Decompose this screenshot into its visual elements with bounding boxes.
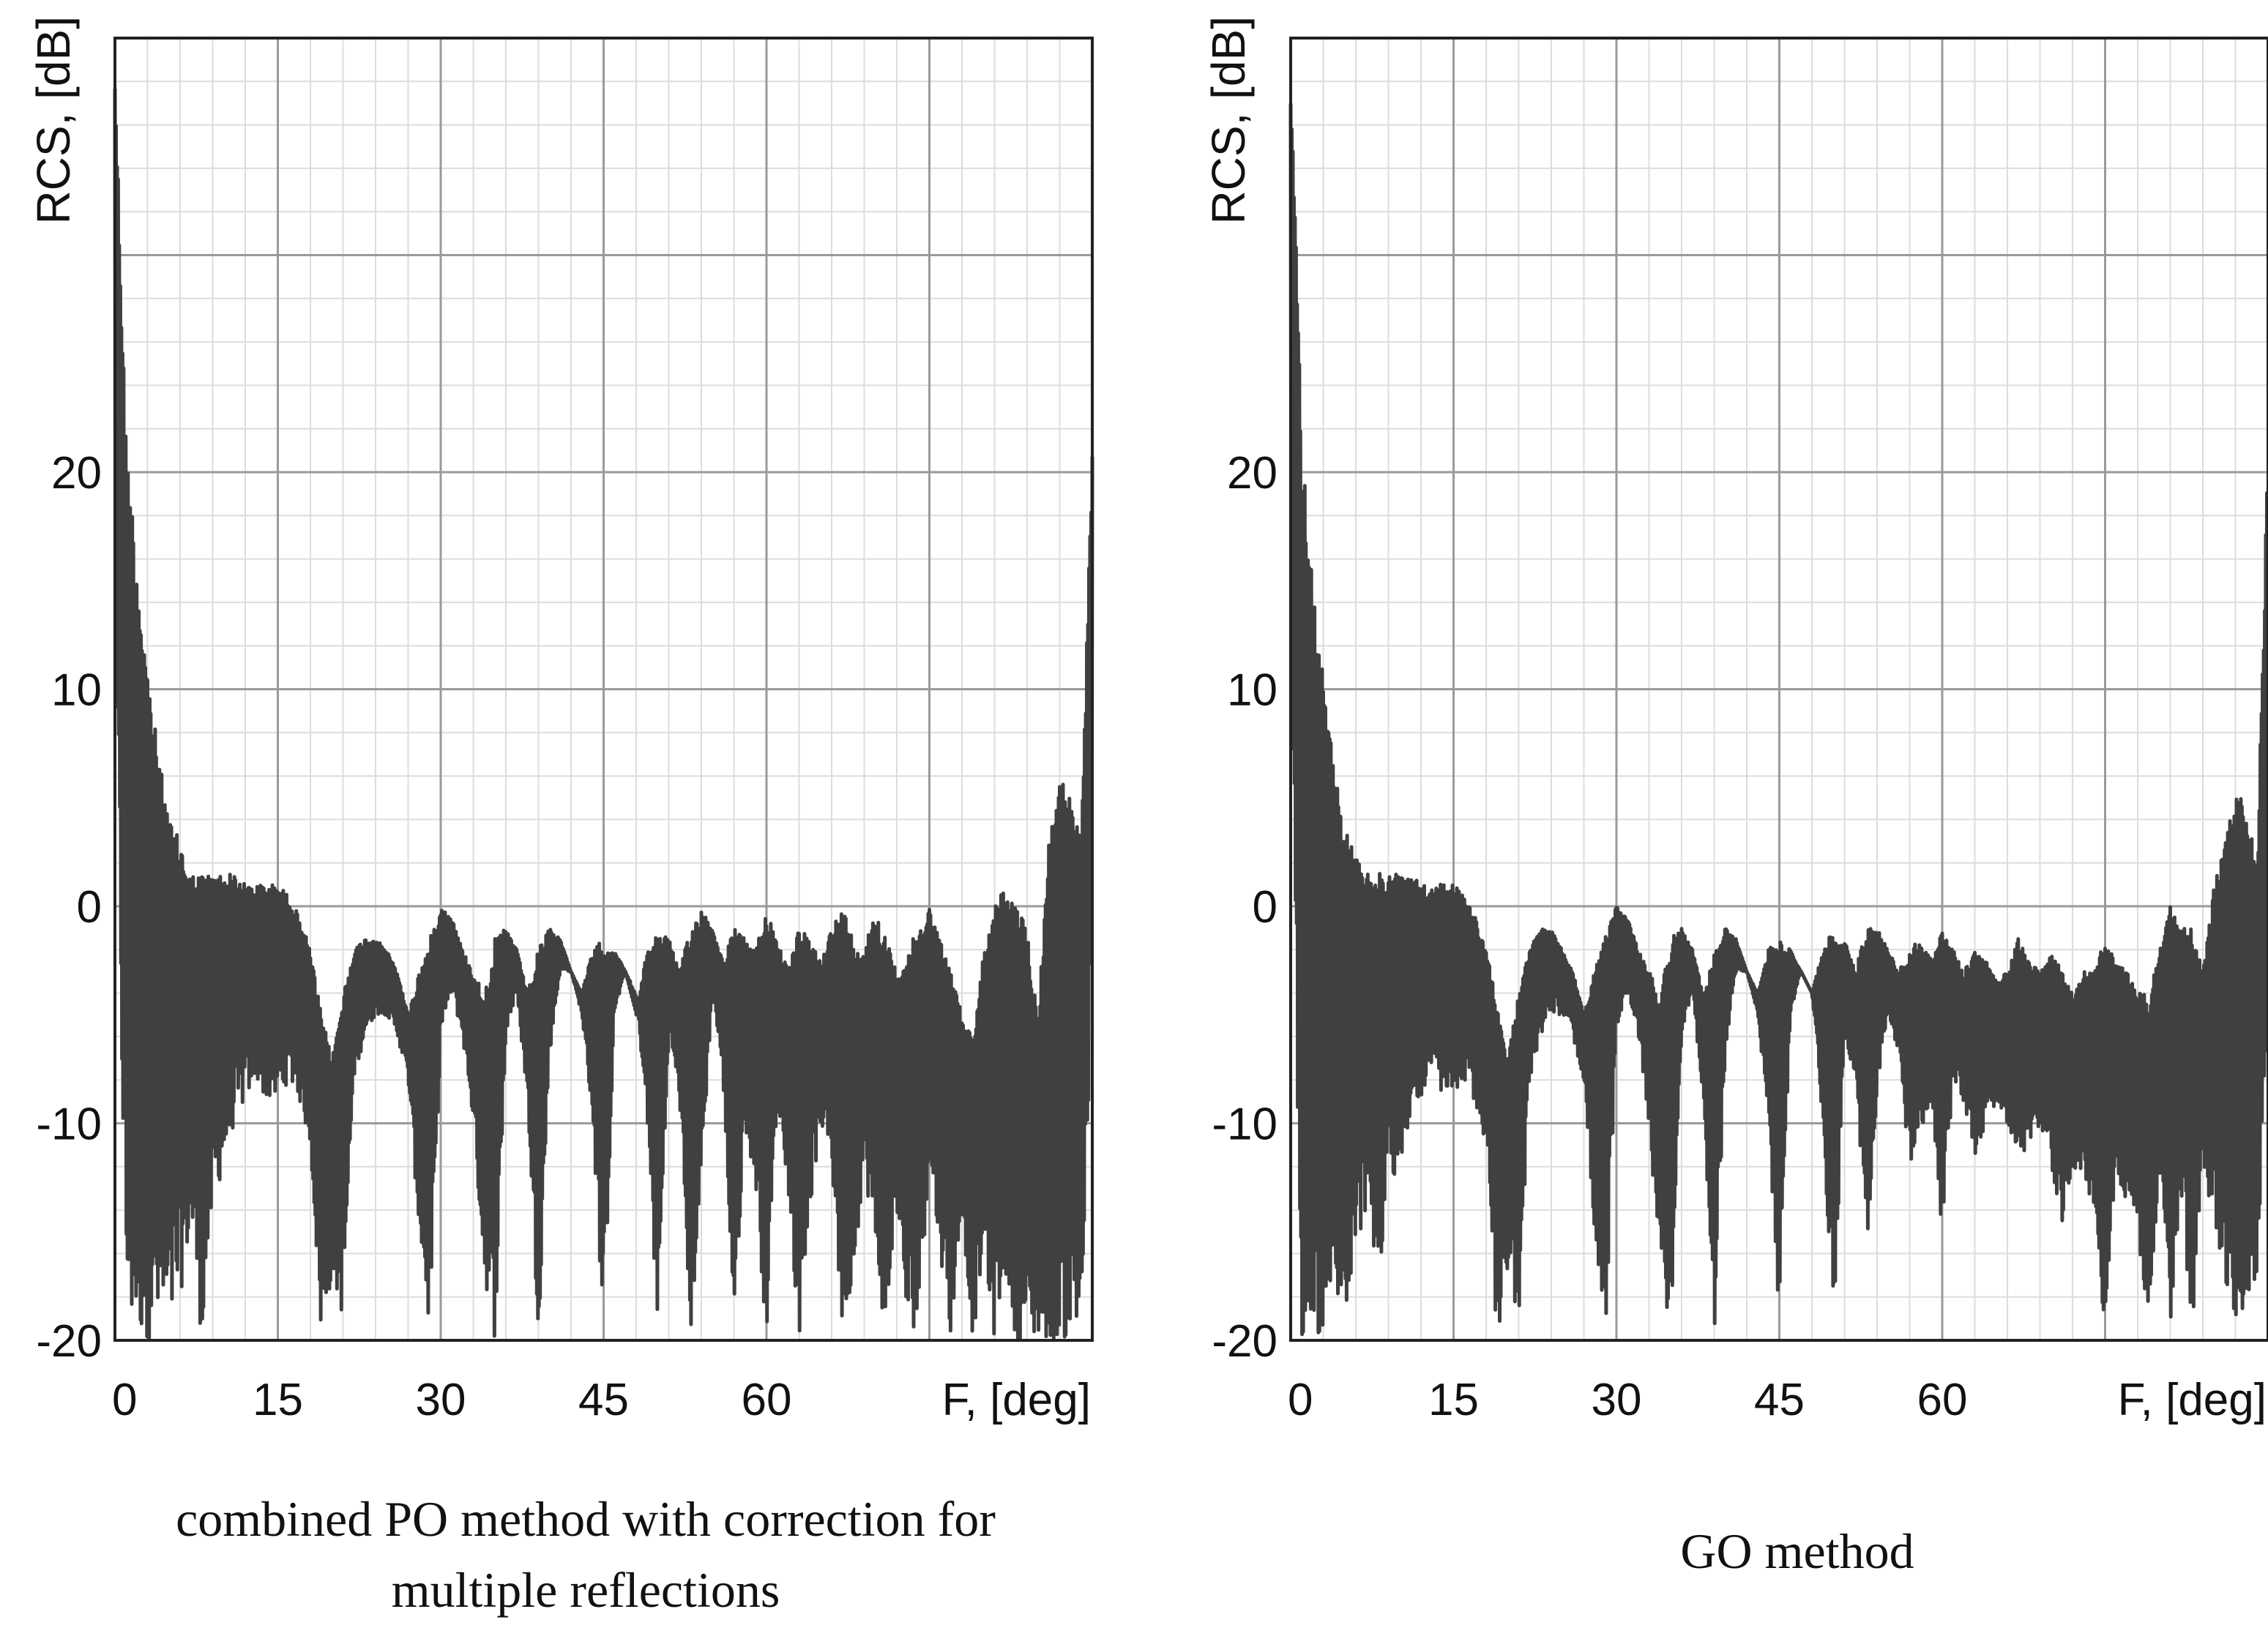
left-y-tick-label: 10: [51, 665, 102, 716]
right-data-series: [1288, 103, 2268, 1337]
right-plot-frame: [1289, 37, 2268, 1342]
right-y-tick-label: -10: [1212, 1099, 1277, 1150]
right-caption-line-1: GO method: [1680, 1523, 1914, 1579]
left-chart-panel: 20 10 0 -10 -20 0 15 30 45 60 RCS, [dB] F, [deg]…: [27, 16, 1094, 1618]
right-x-axis-label: F, [deg]: [2118, 1375, 2267, 1425]
left-x-tick-label: 30: [416, 1375, 466, 1425]
left-y-tick-label: 20: [51, 448, 102, 499]
left-plot-frame: [113, 37, 1094, 1342]
left-x-tick-label: 45: [578, 1375, 629, 1425]
left-y-tick-label: -10: [36, 1099, 102, 1150]
right-x-tick-label: 60: [1917, 1375, 1968, 1425]
right-y-tick-label: -20: [1212, 1316, 1277, 1367]
left-x-tick-label: 60: [742, 1375, 792, 1425]
left-data-series: [113, 88, 1094, 1343]
right-x-tick-label: 0: [1288, 1375, 1313, 1425]
right-y-tick-label: 0: [1253, 882, 1277, 933]
left-caption-line-1: combined PO method with correction for: [176, 1491, 996, 1547]
right-x-tick-labels: 0 15 30 45 60: [1288, 1375, 1967, 1425]
right-x-tick-label: 45: [1754, 1375, 1805, 1425]
right-y-tick-label: 10: [1227, 665, 1277, 716]
left-rcs-series-line: [113, 88, 1094, 1343]
left-y-tick-label: 0: [77, 882, 102, 933]
left-y-tick-label: -20: [36, 1316, 102, 1367]
left-x-axis-label: F, [deg]: [942, 1375, 1091, 1425]
left-x-tick-labels: 0 15 30 45 60: [112, 1375, 791, 1425]
right-y-tick-labels: 20 10 0 -10 -20: [1212, 448, 1277, 1367]
left-y-axis-label: RCS, [dB]: [27, 16, 80, 225]
left-y-tick-labels: 20 10 0 -10 -20: [36, 448, 102, 1367]
right-x-tick-label: 15: [1428, 1375, 1479, 1425]
right-x-tick-label: 30: [1592, 1375, 1642, 1425]
left-caption-line-2: multiple reflections: [392, 1562, 780, 1618]
right-chart-panel: 20 10 0 -10 -20 0 15 30 45 60 RCS, [dB] F, [deg]…: [1202, 16, 2268, 1579]
right-rcs-series-line: [1288, 103, 2268, 1337]
left-x-tick-label: 15: [253, 1375, 303, 1425]
left-x-tick-label: 0: [112, 1375, 137, 1425]
right-y-tick-label: 20: [1227, 448, 1277, 499]
right-y-axis-label: RCS, [dB]: [1202, 16, 1255, 225]
